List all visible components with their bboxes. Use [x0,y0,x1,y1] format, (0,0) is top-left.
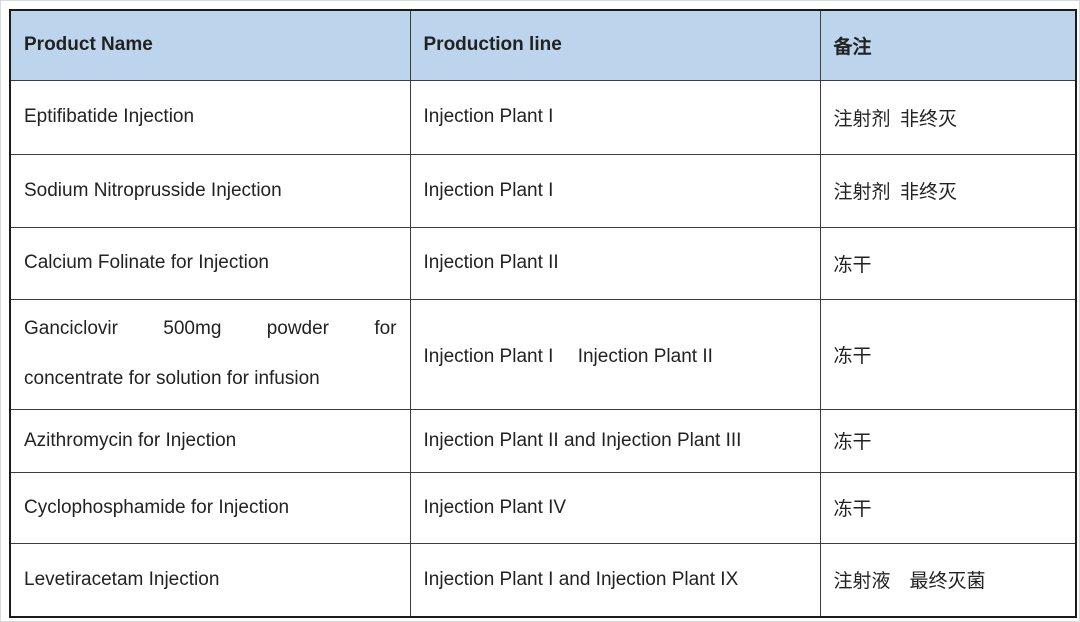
product-name-line-1: Ganciclovir 500mg powder for [24,318,397,339]
cell-product-name: Levetiracetam Injection [9,542,411,618]
cell-product-name: Calcium Folinate for Injection [9,226,411,300]
table-row: Levetiracetam Injection Injection Plant … [9,542,1077,618]
cell-product-name: Sodium Nitroprusside Injection [9,153,411,228]
cell-remark: 注射剂 非终灭 [819,79,1077,155]
column-header-production-line: Production line [409,9,821,81]
cell-production-line: Injection Plant I [409,153,821,228]
table-row: Eptifibatide Injection Injection Plant I… [9,79,1077,155]
cell-production-line: Injection Plant I [409,79,821,155]
cell-remark: 注射剂 非终灭 [819,153,1077,228]
cell-product-name: Eptifibatide Injection [9,79,411,155]
cell-product-name: Azithromycin for Injection [9,408,411,473]
column-header-product-name: Product Name [9,9,411,81]
column-header-remark: 备注 [819,9,1077,81]
cell-remark: 冻干 [819,298,1077,410]
cell-production-line: Injection Plant I and Injection Plant IX [409,542,821,618]
cell-production-line: Injection Plant IV [409,471,821,544]
table-row: Azithromycin for Injection Injection Pla… [9,408,1077,473]
cell-production-line: Injection Plant II [409,226,821,300]
product-table: Product Name Production line 备注 Eptifiba… [9,9,1077,618]
table-row: Cyclophosphamide for Injection Injection… [9,471,1077,544]
table-header: Product Name Production line 备注 [9,9,1077,81]
cell-remark: 冻干 [819,471,1077,544]
table-row: Calcium Folinate for Injection Injection… [9,226,1077,300]
table-row: Sodium Nitroprusside Injection Injection… [9,153,1077,228]
cell-remark: 冻干 [819,408,1077,473]
product-name-line-2: concentrate for solution for infusion [24,368,320,389]
cell-remark: 冻干 [819,226,1077,300]
cell-production-line: Injection Plant I Injection Plant II [409,298,821,410]
cell-remark: 注射液 最终灭菌 [819,542,1077,618]
cell-product-name: Ganciclovir 500mg powder for concentrate… [9,298,411,410]
cell-product-name: Cyclophosphamide for Injection [9,471,411,544]
table-row: Ganciclovir 500mg powder for concentrate… [9,298,1077,410]
header-row: Product Name Production line 备注 [9,9,1077,81]
table-body: Eptifibatide Injection Injection Plant I… [9,79,1077,618]
cell-production-line: Injection Plant II and Injection Plant I… [409,408,821,473]
